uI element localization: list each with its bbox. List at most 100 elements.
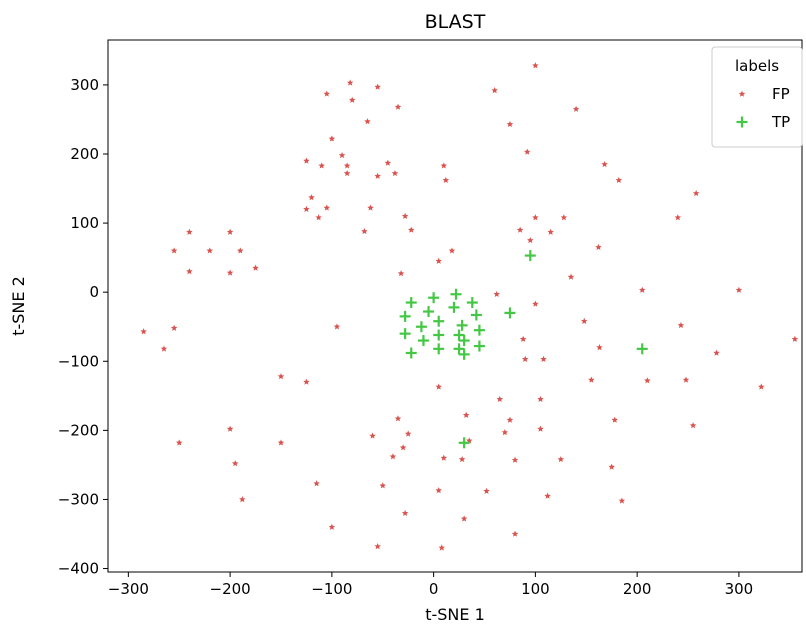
data-point-fp [338,151,346,159]
data-point-fp [206,247,213,254]
data-point-fp [519,335,527,342]
data-point-fp [231,460,239,467]
data-point-fp [527,236,534,244]
data-point-fp [692,189,700,197]
data-point-fp [557,455,565,463]
data-point-fp [367,204,374,211]
data-point-fp [394,415,402,422]
data-point-fp [369,432,376,439]
data-point-fp [511,530,519,537]
data-point-fp [374,543,381,550]
legend-items: FP TP [736,85,790,131]
data-point-tp [405,347,417,359]
legend-marker-fp [738,90,746,97]
data-point-fp [595,243,602,251]
data-point-fp [501,429,509,436]
legend-title: labels [735,57,779,75]
data-point-fp [440,162,448,169]
y-tick-label: −200 [58,421,99,439]
data-point-fp [458,455,466,463]
x-tick-label: 200 [623,580,652,598]
data-point-fp [532,300,539,307]
data-point-fp [608,463,615,470]
data-point-fp [435,383,442,390]
data-point-tp [433,343,445,355]
data-point-fp [277,439,285,446]
data-point-fp [791,335,799,342]
data-point-fp [346,79,354,86]
data-point-fp [140,328,147,335]
data-point-fp [532,214,539,221]
y-tick-label: 0 [89,283,99,301]
data-point-fp [483,487,490,494]
data-point-fp [333,323,341,330]
data-point-fp [435,257,442,264]
data-point-fp [374,172,381,179]
data-point-fp [303,378,310,385]
data-point-fp [524,148,531,155]
data-point-tp [428,292,440,304]
data-point-tp [450,288,462,300]
data-point-fp [532,62,539,69]
data-point-tp [473,340,485,352]
data-point-fp [308,194,315,201]
y-tick-label: −100 [58,352,99,370]
data-point-fp [435,487,442,494]
data-point-tp [524,250,536,262]
data-point-fp [404,430,412,437]
data-point-tp [466,297,478,309]
data-point-fp [343,169,351,177]
legend-box [711,46,803,148]
data-point-fp [328,523,336,530]
data-point-fp [537,395,544,403]
data-point-fp [440,454,448,461]
data-point-fp [343,162,351,169]
data-point-tp [456,319,468,331]
data-point-fp [682,376,690,383]
data-point-fp [374,83,381,90]
data-point-fp [186,268,193,275]
data-point-fp [348,96,356,103]
data-point-fp [572,105,580,112]
x-tick-label: 100 [521,580,550,598]
data-point-fp [615,176,623,184]
data-point-fp [735,286,743,293]
data-point-fp [758,383,765,390]
data-point-fp [397,270,405,277]
x-tick-label: −300 [108,580,149,598]
data-point-tp [415,321,427,333]
legend-label-tp: TP [771,113,790,131]
data-point-fp [252,264,259,271]
data-point-fp [313,480,320,487]
data-point-fp [601,160,608,168]
y-axis-ticks: −400 −300 −200 −100 0 100 200 300 [58,76,108,578]
data-point-fp [581,317,588,324]
chart-title: BLAST [425,11,486,33]
series-fp [140,62,799,551]
data-point-fp [493,290,500,298]
data-point-fp [237,247,244,254]
legend-label-fp: FP [772,85,790,103]
data-point-fp [516,226,524,233]
data-point-fp [567,273,575,280]
data-point-fp [170,324,178,331]
y-tick-label: 300 [70,76,99,94]
data-point-fp [303,157,310,164]
legend-marker-tp [736,116,748,128]
y-axis-label: t-SNE 2 [9,276,28,336]
data-point-fp [328,135,336,142]
data-point-fp [389,453,397,460]
data-point-fp [176,439,183,446]
data-point-fp [521,355,529,362]
data-point-fp [401,509,409,517]
y-tick-label: −300 [58,490,99,508]
data-point-fp [401,212,409,219]
plot-frame [107,39,803,573]
plot-points [140,62,799,551]
x-tick-label: −200 [210,580,251,598]
data-point-tp [433,329,445,341]
data-point-fp [540,355,547,362]
data-point-fp [361,227,368,235]
data-point-fp [644,377,651,384]
